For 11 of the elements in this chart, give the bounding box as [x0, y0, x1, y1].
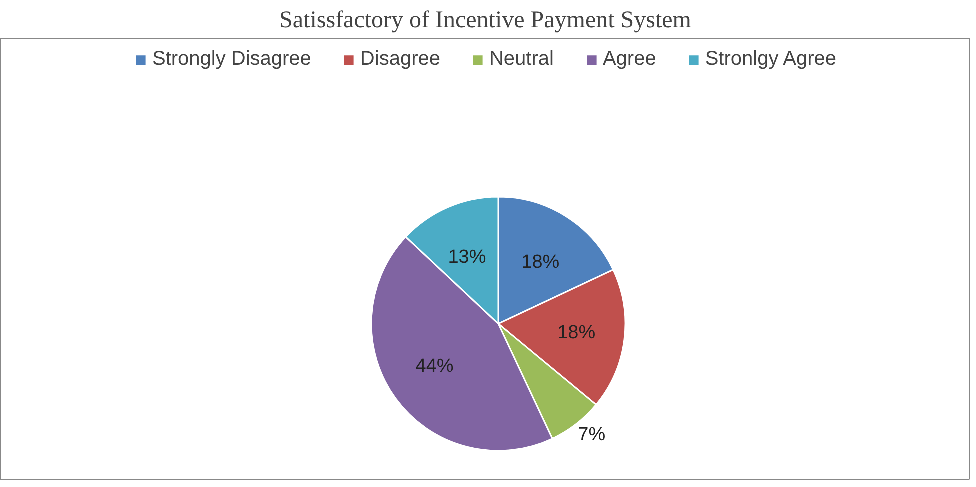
data-label: 44%	[416, 356, 454, 378]
legend-label: Neutral	[489, 48, 554, 71]
legend-label: Agree	[602, 48, 656, 71]
chart-title: Satissfactory of Incentive Payment System	[280, 8, 692, 34]
data-label: 18%	[522, 252, 560, 274]
legend-label: Stronlgy Agree	[705, 48, 837, 71]
data-label: 18%	[558, 322, 596, 344]
data-label: 7%	[578, 424, 606, 446]
data-label: 13%	[448, 246, 486, 268]
legend-label: Disagree	[360, 48, 440, 71]
legend-label: Strongly Disagree	[152, 48, 312, 71]
